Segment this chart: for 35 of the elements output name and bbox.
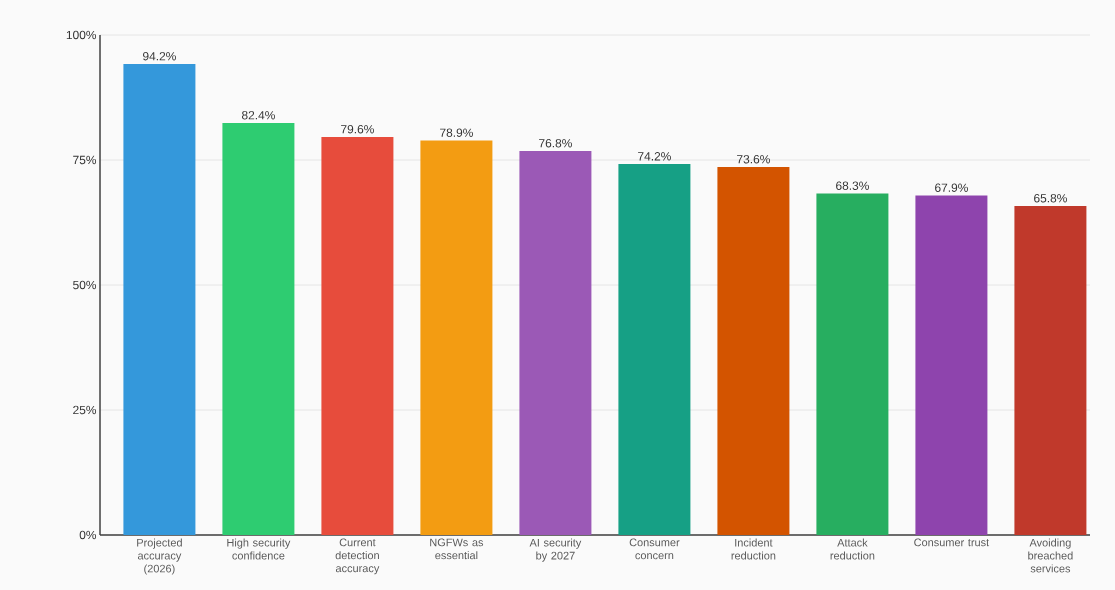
y-tick-label: 100% [66,30,97,40]
data-label: 73.6% [737,155,770,164]
x-tick-label: Incident reduction [731,538,776,560]
x-tick-label: Avoiding breached services [1028,538,1073,573]
bar [420,140,493,535]
bar [816,193,889,535]
data-label: 76.8% [539,139,572,148]
x-tick-label: Consumer trust [914,538,990,547]
bar [618,163,691,535]
x-tick-label: AI security by 2027 [529,538,582,562]
bar [717,166,790,535]
y-tick-label: 25% [73,405,97,415]
x-tick-label: Attack reduction [830,538,875,560]
x-tick-label: NGFWs as essential [430,538,484,560]
x-tick-label: Consumer concern [629,538,680,560]
bar [321,136,394,535]
bar [222,122,295,535]
bar [123,63,196,535]
bar [915,195,988,535]
x-tick-label: High security confidence [227,538,291,560]
data-label: 79.6% [341,125,374,134]
y-tick-label: 75% [73,155,97,165]
data-label: 68.3% [836,181,869,190]
data-label: 94.2% [143,52,176,61]
bar [519,150,592,535]
x-tick-label: Current detection accuracy [335,538,380,575]
data-label: 65.8% [1034,194,1067,203]
x-tick-label: Projected accuracy (2026) [137,538,182,575]
data-label: 67.9% [935,183,968,192]
data-label: 74.2% [638,152,671,161]
data-label: 82.4% [241,111,275,120]
y-tick-label: 0% [79,530,97,540]
y-tick-label: 50% [73,280,97,290]
data-label: 78.9% [440,128,473,137]
bar [1014,205,1087,535]
